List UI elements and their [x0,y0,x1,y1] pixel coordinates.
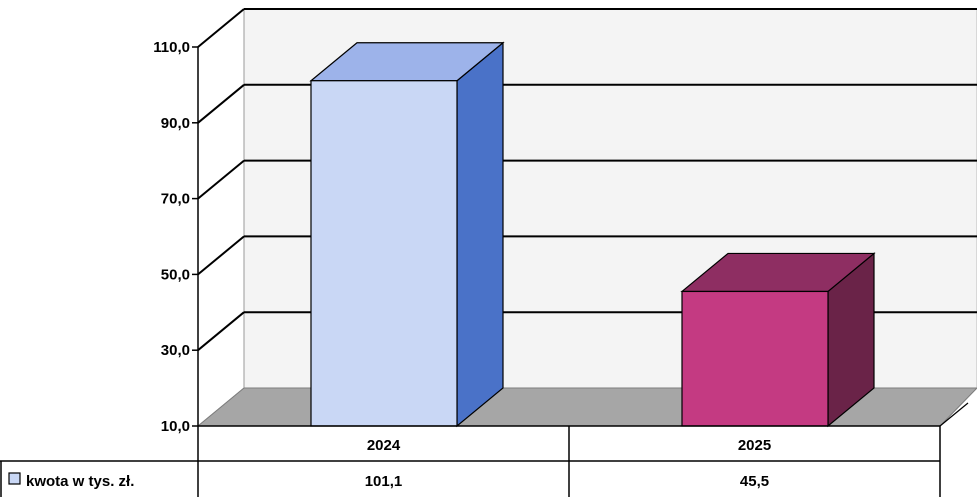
legend-swatch [9,473,20,484]
x-tick-label: 2025 [738,437,771,454]
y-tick-label: 110,0 [153,39,190,56]
data-label: 45,5 [740,473,769,490]
data-label: 101,1 [365,473,403,490]
y-tick-label: 70,0 [161,191,190,208]
y-tick-label: 30,0 [161,342,190,359]
bar-side [457,43,503,426]
x-tick-label: 2024 [367,437,401,454]
legend-label: kwota w tys. zł. [26,473,134,490]
side-wall [198,9,244,426]
y-tick-label: 90,0 [161,115,190,132]
bar [311,43,503,426]
bar-front [682,291,828,426]
y-tick-label: 10,0 [161,418,190,435]
bar [682,253,874,426]
bar-front [311,81,457,426]
y-tick-label: 50,0 [161,266,190,283]
